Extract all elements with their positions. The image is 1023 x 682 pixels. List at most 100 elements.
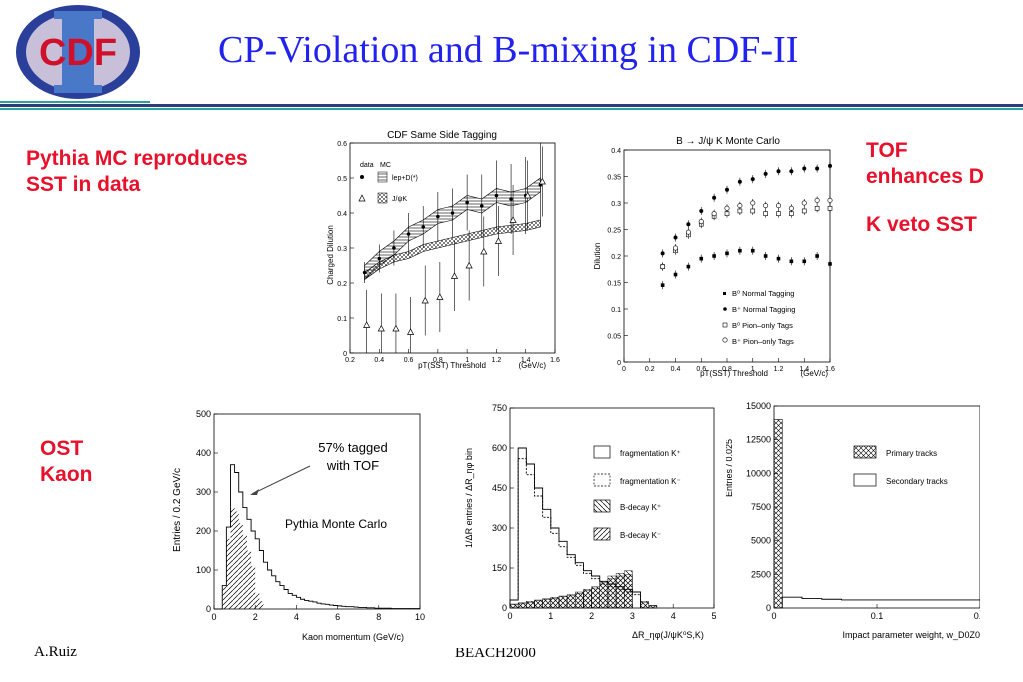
chart1-ytick-label: 0.3: [337, 246, 347, 253]
chart3-ytick-label: 200: [196, 526, 211, 536]
legend-b0-normal: B⁰ Normal Tagging: [732, 289, 794, 298]
chart2-b0-normal-point: [802, 259, 807, 264]
chart4-legend: fragmentation K⁺ fragmentation K⁻ B-deca…: [593, 445, 681, 541]
chart4-ytick-label: 450: [492, 483, 507, 493]
legend-frag-kminus-swatch: [593, 473, 611, 487]
chart2-bplus-normal-point: [828, 163, 832, 168]
chart3-x-ticks: 0 2 4 6 8 10: [211, 605, 425, 622]
chart5-ytick-label: 0: [766, 603, 771, 613]
chart4-ytick-label: 0: [502, 603, 507, 613]
legend-bplus-normal-marker: [723, 307, 727, 311]
chart5-ytick-label: 5000: [751, 536, 771, 546]
legend-primary: Primary tracks: [886, 449, 937, 458]
chart1-ylabel: Charged Dilution: [326, 225, 335, 285]
chart5-frame: [773, 405, 980, 609]
chart4-frag-kplus-outline: [509, 447, 642, 608]
note-tof-line1: TOF: [866, 139, 908, 162]
chart4-xtick-label: 4: [671, 611, 676, 621]
chart2-ytick-label: 0: [617, 360, 621, 367]
chart5-xtick-label: 0: [771, 611, 776, 621]
legend-jpsik-label: J/ψK: [392, 196, 407, 203]
note-tof-line2: enhances D: [866, 165, 984, 188]
legend-data-header: data: [360, 162, 374, 169]
chart4-frag-kminus-outline: [509, 458, 642, 608]
chart2-xtick-label: 1.6: [825, 366, 835, 373]
chart3-xtick-label: 10: [415, 612, 425, 622]
chart2-bplus-pion-point: [698, 219, 704, 225]
chart4-xtick-label: 1: [548, 611, 553, 621]
chart1-xtick-label: 1: [465, 357, 469, 364]
chart4-bdecay-kplus-bar: [517, 602, 527, 609]
chart5-ylabel: Entries / 0.025: [726, 439, 734, 497]
slide-title: CP-Violation and B-mixing in CDF-II: [218, 29, 799, 71]
legend-b0-pion-marker: [722, 322, 728, 328]
chart2-bplus-normal-point: [789, 169, 794, 174]
chart4-bdecay-kplus-bar: [640, 601, 649, 609]
chart5-x-ticks: 0 0.1 0.2: [771, 604, 980, 621]
legend-secondary: Secondary tracks: [886, 477, 948, 486]
chart3-xtick-label: 2: [253, 612, 258, 622]
chart2-ytick-label: 0.25: [607, 228, 621, 235]
chart2-bplus-pion-point: [827, 197, 833, 203]
chart2-bplus-normal-point: [673, 235, 678, 240]
legend-frag-kplus: fragmentation K⁺: [620, 449, 681, 458]
chart4-xtick-label: 5: [711, 611, 716, 621]
footer-conference: BEACH2000: [455, 648, 536, 659]
chart4-ytick-label: 300: [492, 523, 507, 533]
chart2-b0-normal-point: [828, 262, 832, 266]
legend-bdecay-kplus-swatch: [593, 499, 611, 513]
legend-bdecay-kminus-swatch: [593, 527, 611, 541]
chart3-tagged-bar: [242, 534, 247, 609]
chart3-ytick-label: 100: [196, 565, 211, 575]
chart1-jpsik-point: [480, 247, 488, 255]
chart4-bdecay-kplus-bar: [599, 581, 609, 609]
chart5-histogram: [773, 419, 980, 609]
chart2-y-ticks: 0 0.05 0.1 0.15 0.2 0.25 0.3 0.35 0.4: [607, 148, 628, 367]
chart4-y-ticks: 0 150 300 450 600 750: [492, 403, 514, 613]
chart1-jpsik-point: [377, 324, 385, 332]
chart-delta-r: 0 150 300 450 600 750 0 1 2 3 4 5 1/ΔR entries / Δ…: [464, 403, 717, 640]
chart3-annotation-2: with TOF: [326, 458, 379, 473]
chart2-b0-normal-point: [750, 248, 755, 253]
chart3-tagged-bar: [251, 566, 256, 609]
chart2-b0-normal-point: [699, 256, 704, 261]
chart3-tagged-bar: [246, 550, 252, 609]
chart2-ytick-label: 0.35: [607, 175, 621, 182]
legend-lepd-marker: [360, 175, 364, 179]
logo-text: CDF: [39, 32, 117, 74]
chart2-bplus-pion-point: [801, 200, 807, 206]
chart3-xlabel: Kaon momentum (GeV/c): [302, 632, 404, 642]
chart2-bplus-pion-point: [814, 197, 820, 203]
chart2-x-ticks: 0 0.2 0.4 0.6 0.8 1 1.2 1.4 1.6: [622, 358, 835, 373]
note-ost: OST Kaon: [40, 436, 93, 488]
chart1-jpsik-point: [538, 177, 546, 185]
chart4-bdecay-kplus-bar: [583, 589, 592, 609]
chart1-lepd-point: [509, 197, 513, 201]
chart4-bdecay-kplus-bar: [542, 598, 551, 609]
chart2-bplus-normal-point: [660, 251, 665, 256]
chart2-bplus-pion-point: [788, 205, 794, 211]
legend-bdecay-kminus: B-decay K⁻: [620, 531, 661, 540]
chart1-lepd-point: [465, 200, 469, 205]
chart1-ytick-label: 0.4: [337, 211, 347, 218]
chart1-xtick-label: 0.4: [374, 357, 384, 364]
chart5-primary-bar: [773, 419, 783, 609]
chart2-xtick-label: 1: [751, 366, 755, 373]
chart2-ytick-label: 0.05: [607, 334, 621, 341]
note-ost-line2: Kaon: [40, 463, 93, 486]
chart2-b0-normal-point: [776, 256, 781, 261]
chart2-bplus-normal-point: [737, 179, 742, 184]
legend-frag-kplus-swatch: [593, 445, 611, 459]
chart2-bplus-normal-point: [750, 177, 755, 182]
chart5-xtick-label: 0.1: [871, 611, 884, 621]
chart1-ytick-label: 0.2: [337, 281, 347, 288]
chart2-b0-normal-point: [673, 272, 678, 277]
chart5-ytick-label: 7500: [751, 502, 771, 512]
chart2-ytick-label: 0.2: [611, 254, 621, 261]
chart1-xtick-label: 0.6: [404, 357, 414, 364]
legend-b0-normal-marker: [723, 292, 726, 295]
chart2-bplus-pion-point: [750, 200, 756, 206]
chart1-xlabel: pT(SST) Threshold: [418, 361, 486, 370]
chart4-bdecay-kplus-bar: [615, 573, 625, 609]
chart2-b0-normal-point: [686, 264, 691, 269]
